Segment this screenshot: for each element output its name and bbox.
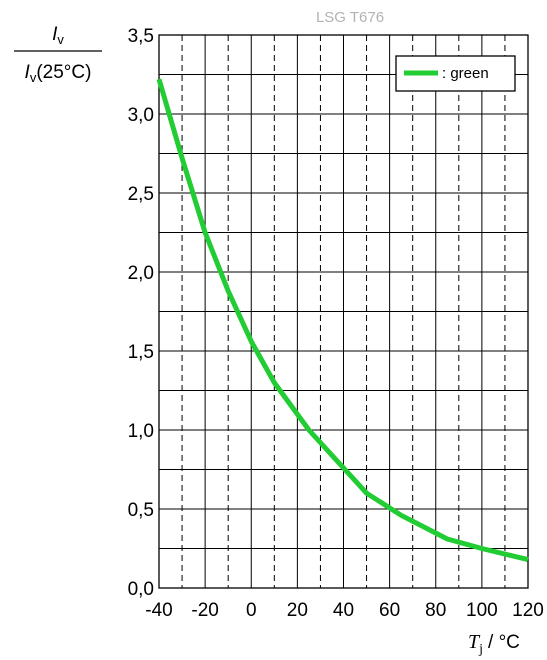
x-axis-label: Tj / °C xyxy=(468,631,520,657)
y-tick-label: 0,0 xyxy=(128,579,154,600)
x-tick-label: 40 xyxy=(333,600,354,621)
y-tick-label: 3,0 xyxy=(128,105,154,126)
series xyxy=(156,78,529,563)
y-tick-label: 0,5 xyxy=(128,500,154,521)
x-tick-label: 20 xyxy=(287,600,308,621)
x-tick-label: 120 xyxy=(512,600,544,621)
tick-labels: 0,0 0,5 1,0 1,5 2,0 2,5 3,0 3,5 -40 -20 0 20 40 60 80 1… xyxy=(128,26,544,621)
grid xyxy=(158,34,529,589)
y-tick-label: 3,5 xyxy=(128,26,154,47)
series-line-green xyxy=(156,78,529,563)
chart-title: LSG T676 xyxy=(316,9,384,26)
legend-label: : green xyxy=(442,65,489,82)
y-tick-label: 2,5 xyxy=(128,184,154,205)
x-tick-label: 60 xyxy=(379,600,400,621)
x-tick-label: 100 xyxy=(466,600,498,621)
y-tick-label: 1,0 xyxy=(128,421,154,442)
y-tick-label: 1,5 xyxy=(128,342,154,363)
y-tick-label: 2,0 xyxy=(128,263,154,284)
x-tick-label: -40 xyxy=(145,600,172,621)
y-label-denominator: Iv(25°C) xyxy=(25,62,92,85)
legend: : green xyxy=(395,55,516,92)
x-tick-label: 0 xyxy=(246,600,257,621)
y-axis-label: Iv Iv(25°C) xyxy=(14,24,102,85)
x-tick-label: -20 xyxy=(191,600,218,621)
y-label-numerator: Iv xyxy=(52,24,64,47)
x-tick-label: 80 xyxy=(425,600,446,621)
